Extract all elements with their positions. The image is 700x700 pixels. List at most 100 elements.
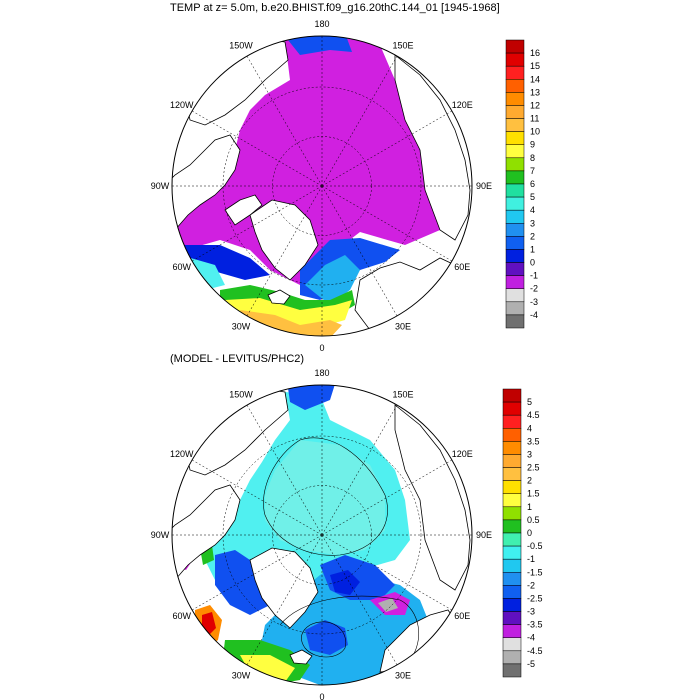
bottom-arctic-cyan-light-field <box>265 440 385 555</box>
colorbar-swatch <box>502 388 522 403</box>
bottom-contour-line-3 <box>279 595 419 661</box>
longitude-label: 90E <box>476 530 492 540</box>
colorbar-label: 13 <box>530 87 540 97</box>
longitude-label: 120W <box>170 449 194 459</box>
colorbar-label: -3 <box>530 297 538 307</box>
bottom-dark-blue-blob-2 <box>330 570 360 595</box>
bottom-map-graticule <box>172 385 472 685</box>
colorbar-label: 9 <box>530 140 535 150</box>
meridian-line <box>246 55 323 187</box>
colorbar-swatch <box>502 637 522 652</box>
longitude-label: 60E <box>454 611 470 621</box>
colorbar-swatch <box>502 572 522 586</box>
colorbar-label: 1.5 <box>527 489 540 499</box>
colorbar-swatch <box>502 441 522 455</box>
colorbar-swatch <box>502 454 522 468</box>
colorbar-swatch <box>505 314 525 329</box>
meridian-line <box>321 185 453 262</box>
meridian-line <box>321 55 398 187</box>
longitude-label: 150W <box>229 390 253 400</box>
colorbar-swatch <box>505 118 525 132</box>
colorbar-swatch <box>502 558 522 573</box>
top-norwegian-cyan-field <box>305 255 360 305</box>
top-greenland-land <box>249 199 319 281</box>
longitude-label: 30W <box>232 670 251 680</box>
bottom-bering-blue-field <box>288 385 335 410</box>
top-baffin-blue-field <box>180 245 270 280</box>
longitude-label: 120E <box>452 449 473 459</box>
longitude-label: 180 <box>314 19 329 29</box>
meridian-line <box>246 404 323 536</box>
meridian-line <box>191 110 323 187</box>
colorbar-label: 8 <box>530 153 535 163</box>
colorbar-label: -4 <box>530 310 538 320</box>
colorbar-swatch <box>505 92 525 106</box>
bottom-contour-line-2 <box>301 621 347 658</box>
colorbar-swatch <box>502 585 522 599</box>
bottom-greenland-land <box>249 547 319 629</box>
meridian-line <box>191 185 323 262</box>
colorbar-swatch <box>505 131 525 145</box>
longitude-label: 90W <box>151 530 170 540</box>
colorbar-label: 16 <box>530 48 540 58</box>
colorbar-swatch <box>502 532 522 547</box>
colorbar-swatch <box>505 196 525 211</box>
meridian-line <box>191 459 323 536</box>
colorbar-swatch <box>502 545 522 560</box>
bottom-iceland-land <box>289 649 313 665</box>
bottom-kara-grey-field <box>378 598 398 612</box>
colorbar-swatch <box>502 519 522 534</box>
longitude-label: 150E <box>392 390 413 400</box>
colorbar-label: -4 <box>527 633 535 643</box>
colorbar-label: -1 <box>530 271 538 281</box>
colorbar-label: 3.5 <box>527 436 540 446</box>
colorbar-label: -0.5 <box>527 541 543 551</box>
colorbar-swatch <box>505 170 525 185</box>
colorbar-label: 0.5 <box>527 515 540 525</box>
longitude-label: 0 <box>319 692 324 700</box>
longitude-label: 30E <box>395 321 411 331</box>
colorbar-swatch <box>505 249 525 263</box>
colorbar-swatch <box>502 480 522 494</box>
longitude-label: 180 <box>314 368 329 378</box>
colorbar-label: 1 <box>527 502 532 512</box>
longitude-label: 90E <box>476 181 492 191</box>
bottom-dark-blue-blob-1 <box>305 620 348 655</box>
colorbar-label: 5 <box>527 397 532 407</box>
bottom-baffin-blue-field <box>215 550 270 615</box>
colorbar-swatch <box>505 105 525 119</box>
longitude-label: 60W <box>172 262 191 272</box>
top-bering-blue-field <box>288 36 352 55</box>
colorbar-label: 2.5 <box>527 463 540 473</box>
colorbar-swatch <box>505 209 525 224</box>
top-map-title: TEMP at z= 5.0m, b.e20.BHIST.f09_g16.20t… <box>170 2 500 14</box>
top-north-america-land <box>172 134 241 241</box>
colorbar-swatch <box>502 624 522 638</box>
colorbar-swatch <box>505 288 525 303</box>
colorbar-swatch <box>505 65 525 80</box>
colorbar-swatch <box>502 598 522 612</box>
meridian-line <box>321 534 398 666</box>
colorbar-label: 15 <box>530 61 540 71</box>
meridian-line <box>321 185 398 317</box>
colorbar-label: 3 <box>527 449 532 459</box>
latitude-circle <box>222 435 422 635</box>
bottom-eurasia-land <box>394 404 471 591</box>
top-eurasia-land <box>394 54 471 241</box>
colorbar-label: 12 <box>530 100 540 110</box>
colorbar-swatch <box>502 663 522 678</box>
colorbar-label: 7 <box>530 166 535 176</box>
bottom-map-fields <box>172 385 471 685</box>
bottom-map-title: (MODEL - LEVITUS/PHC2) <box>170 353 305 365</box>
meridian-line <box>321 534 453 611</box>
meridian-line <box>321 404 398 536</box>
colorbar-label: 1 <box>530 244 535 254</box>
bottom-contour-line-1 <box>263 437 388 556</box>
top-map-longitude-labels: 180 150E 120E 90E 60E 30E 0 30W 60W 90W 120W 150W <box>151 19 492 353</box>
longitude-label: 0 <box>319 343 324 353</box>
bottom-map-longitude-labels: 180 150E 120E 90E 60E 30E 0 30W 60W 90W 120W 150W <box>151 368 492 700</box>
colorbar-swatch <box>502 401 522 416</box>
colorbar-label: -4.5 <box>527 646 543 656</box>
